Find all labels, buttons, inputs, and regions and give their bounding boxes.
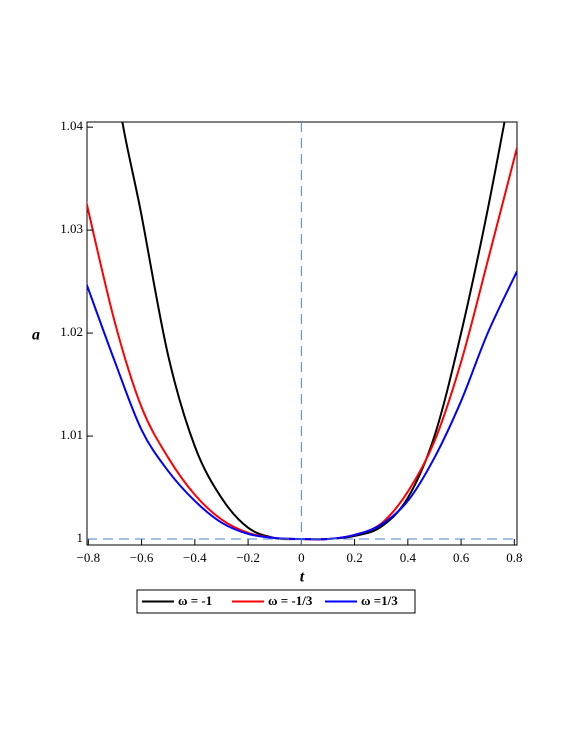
y-tick-label: 1: [77, 530, 84, 545]
y-tick-label: 1.03: [60, 221, 83, 236]
plot-frame: [86, 121, 518, 546]
y-tick-label: 1.04: [60, 118, 83, 133]
x-tick-label: 0: [298, 550, 305, 565]
x-tick-label: −0.4: [183, 550, 207, 565]
y-tick-label: 1.02: [60, 324, 83, 339]
y-axis-label: a: [32, 327, 40, 344]
x-tick-label: 0.8: [506, 550, 522, 565]
legend-box: [136, 589, 416, 614]
x-tick-label: 0.2: [346, 550, 362, 565]
x-axis-label: t: [300, 569, 305, 586]
x-tick-label: −0.8: [77, 550, 101, 565]
y-tick-label: 1.01: [60, 427, 83, 442]
legend-label: ω = -1: [178, 593, 212, 608]
legend-label: ω =1/3: [361, 593, 398, 608]
x-tick-label: 0.4: [400, 550, 417, 565]
legend-label: ω = -1/3: [268, 593, 313, 608]
x-tick-label: −0.6: [130, 550, 154, 565]
x-tick-label: −0.2: [236, 550, 260, 565]
x-tick-label: 0.6: [453, 550, 470, 565]
